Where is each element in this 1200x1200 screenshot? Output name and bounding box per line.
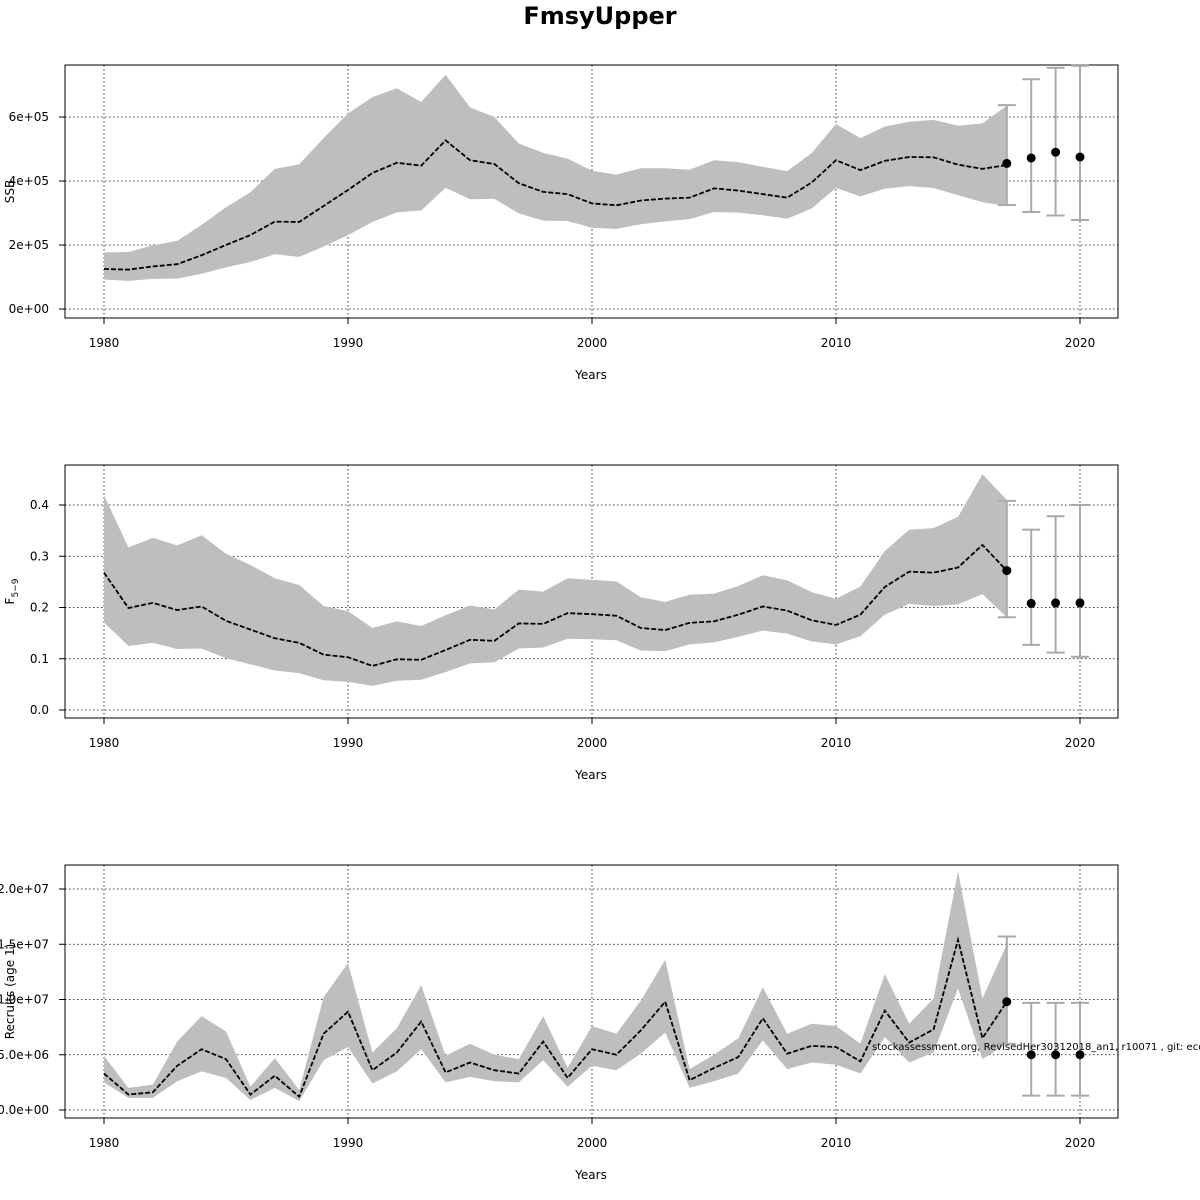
y-tick-label: 0.4 bbox=[30, 498, 49, 512]
panel-3: 1980 1990 2000 2010 2020 Years 0.0e+00 5.0e+06 1… bbox=[0, 864, 1119, 1182]
x-tick-label: 2000 bbox=[577, 1136, 608, 1150]
x-tick-label: 1980 bbox=[89, 336, 120, 350]
confidence-band bbox=[104, 74, 1007, 281]
forecast-point bbox=[1026, 153, 1036, 163]
y-axis-title: SSB bbox=[3, 180, 17, 203]
confidence-band bbox=[104, 871, 1007, 1102]
panel-1: 1980 1990 2000 2010 2020 Years 0e+00 2e+05 4e+05… bbox=[3, 64, 1119, 382]
y-tick-label: 0.3 bbox=[30, 549, 49, 563]
y-axis-title: F5−9 bbox=[3, 578, 21, 604]
y-tick-label: 1.0e+07 bbox=[0, 993, 49, 1007]
watermark-text: stockassessment.org, RevisedHer30312018_… bbox=[872, 1042, 1200, 1053]
forecast-point bbox=[1002, 997, 1012, 1007]
forecast-point bbox=[1051, 598, 1061, 608]
forecast-point bbox=[1051, 147, 1061, 157]
x-tick-label: 2020 bbox=[1065, 336, 1096, 350]
x-tick-label: 1990 bbox=[333, 736, 364, 750]
estimate-line bbox=[103, 543, 1008, 667]
x-tick-label: 2010 bbox=[821, 1136, 852, 1150]
x-axis-title: Years bbox=[574, 1168, 607, 1182]
forecast-point bbox=[1026, 1050, 1036, 1060]
y-tick-label: 2e+05 bbox=[9, 238, 49, 252]
forecast-point bbox=[1026, 598, 1036, 608]
y-tick-label: 0e+00 bbox=[9, 302, 49, 316]
y-tick-label: 0.0e+00 bbox=[0, 1103, 49, 1117]
forecast-point bbox=[1075, 1050, 1085, 1060]
y-axis-title: Recruits (age 1) bbox=[3, 944, 17, 1040]
x-tick-label: 1990 bbox=[333, 336, 364, 350]
x-axis-title: Years bbox=[574, 368, 607, 382]
x-tick-label: 1990 bbox=[333, 1136, 364, 1150]
y-tick-label: 6e+05 bbox=[9, 110, 49, 124]
y-tick-label: 5.0e+06 bbox=[0, 1048, 49, 1062]
y-tick-label: 1.5e+07 bbox=[0, 937, 49, 951]
x-tick-label: 2010 bbox=[821, 736, 852, 750]
forecast-point bbox=[1075, 598, 1085, 608]
y-tick-label: 0.1 bbox=[30, 652, 49, 666]
y-tick-label: 4e+05 bbox=[9, 174, 49, 188]
y-tick-label: 0.0 bbox=[30, 703, 49, 717]
forecast-point bbox=[1002, 158, 1012, 168]
forecast-point bbox=[1075, 152, 1085, 162]
x-tick-label: 1980 bbox=[89, 736, 120, 750]
x-tick-label: 2010 bbox=[821, 336, 852, 350]
x-tick-label: 1980 bbox=[89, 1136, 120, 1150]
x-tick-label: 2020 bbox=[1065, 736, 1096, 750]
y-axis-title-subscript: 5−9 bbox=[11, 578, 21, 597]
x-tick-label: 2020 bbox=[1065, 1136, 1096, 1150]
panel-2: 1980 1990 2000 2010 2020 Years 0.0 0.1 0.2 0.3 0.4… bbox=[3, 464, 1119, 782]
estimate-line bbox=[103, 936, 1008, 1099]
estimate-line bbox=[103, 139, 1007, 271]
x-axis-title: Years bbox=[574, 768, 607, 782]
x-tick-label: 2000 bbox=[577, 736, 608, 750]
y-tick-label: 2.0e+07 bbox=[0, 882, 49, 896]
forecast-point bbox=[1051, 1050, 1061, 1060]
x-tick-label: 2000 bbox=[577, 336, 608, 350]
confidence-band bbox=[104, 474, 1007, 686]
chart-title: FmsyUpper bbox=[523, 2, 677, 30]
forecast-point bbox=[1002, 566, 1012, 576]
y-tick-label: 0.2 bbox=[30, 601, 49, 615]
